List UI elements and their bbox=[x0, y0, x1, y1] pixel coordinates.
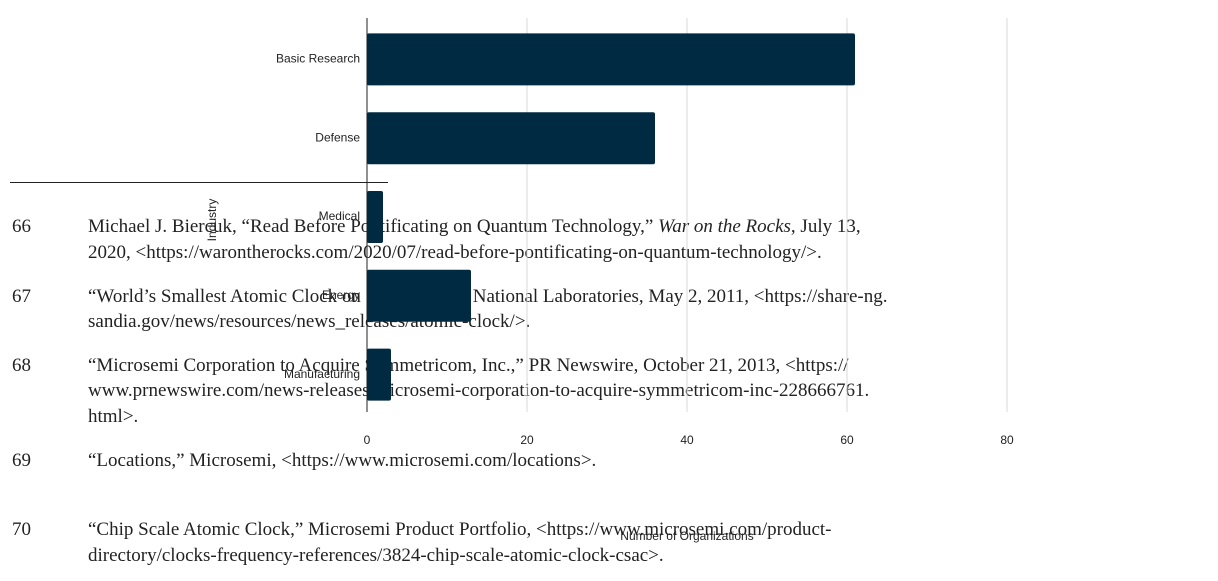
bar bbox=[367, 33, 855, 86]
footnote-text: “Locations,” Microsemi, <https://www.mic… bbox=[88, 450, 597, 471]
footnote-line: directory/clocks-frequency-references/38… bbox=[88, 545, 664, 567]
bar bbox=[367, 269, 471, 322]
footnote-text: html>. bbox=[88, 406, 139, 427]
footnote-line: “World’s Smallest Atomic Clock on Sale,”… bbox=[88, 286, 887, 308]
italic-title: War on the Rocks bbox=[658, 216, 791, 237]
footnote-line: html>. bbox=[88, 406, 138, 428]
x-tick-label: 60 bbox=[840, 433, 854, 447]
x-tick-label: 20 bbox=[520, 433, 534, 447]
footnote-number: 66 bbox=[12, 216, 31, 237]
y-axis-label: Industry bbox=[205, 199, 219, 242]
x-axis-label: Number of Organizations bbox=[620, 529, 753, 543]
bar bbox=[367, 348, 391, 401]
footnote-number: 68 bbox=[12, 355, 31, 376]
footnote-text: “World’s Smallest Atomic Clock on Sale,”… bbox=[88, 286, 888, 307]
footnote-line: www.prnewswire.com/news-releases/microse… bbox=[88, 380, 869, 402]
footnote-line: “Chip Scale Atomic Clock,” Microsemi Pro… bbox=[88, 519, 832, 541]
footnote-text: 2020, <https://warontherocks.com/2020/07… bbox=[88, 242, 822, 263]
y-tick-label: Basic Research bbox=[276, 52, 360, 66]
x-tick-label: 0 bbox=[364, 433, 371, 447]
x-tick-label: 80 bbox=[1000, 433, 1014, 447]
footnote-rule bbox=[10, 182, 388, 183]
bar bbox=[367, 191, 383, 243]
footnote-text: www.prnewswire.com/news-releases/microse… bbox=[88, 380, 870, 401]
y-tick-label: Medical bbox=[319, 209, 360, 223]
bar bbox=[367, 112, 655, 165]
footnote-number: 67 bbox=[12, 286, 31, 307]
footnote-text: directory/clocks-frequency-references/38… bbox=[88, 545, 664, 566]
footnote-line: 2020, <https://warontherocks.com/2020/07… bbox=[88, 242, 822, 264]
footnote-number: 69 bbox=[12, 450, 31, 471]
footnote-text: “Microsemi Corporation to Acquire Symmet… bbox=[88, 355, 849, 376]
footnote-line: “Microsemi Corporation to Acquire Symmet… bbox=[88, 355, 849, 377]
footnote-number: 70 bbox=[12, 519, 31, 540]
y-tick-label: Energy bbox=[322, 288, 360, 302]
footnote-text: , July 13, bbox=[790, 216, 861, 237]
y-tick-label: Manufacturing bbox=[284, 367, 360, 381]
footnote-text: “Chip Scale Atomic Clock,” Microsemi Pro… bbox=[88, 519, 832, 540]
footnote-line: “Locations,” Microsemi, <https://www.mic… bbox=[88, 450, 596, 472]
y-tick-label: Defense bbox=[315, 130, 360, 144]
x-tick-label: 40 bbox=[680, 433, 694, 447]
